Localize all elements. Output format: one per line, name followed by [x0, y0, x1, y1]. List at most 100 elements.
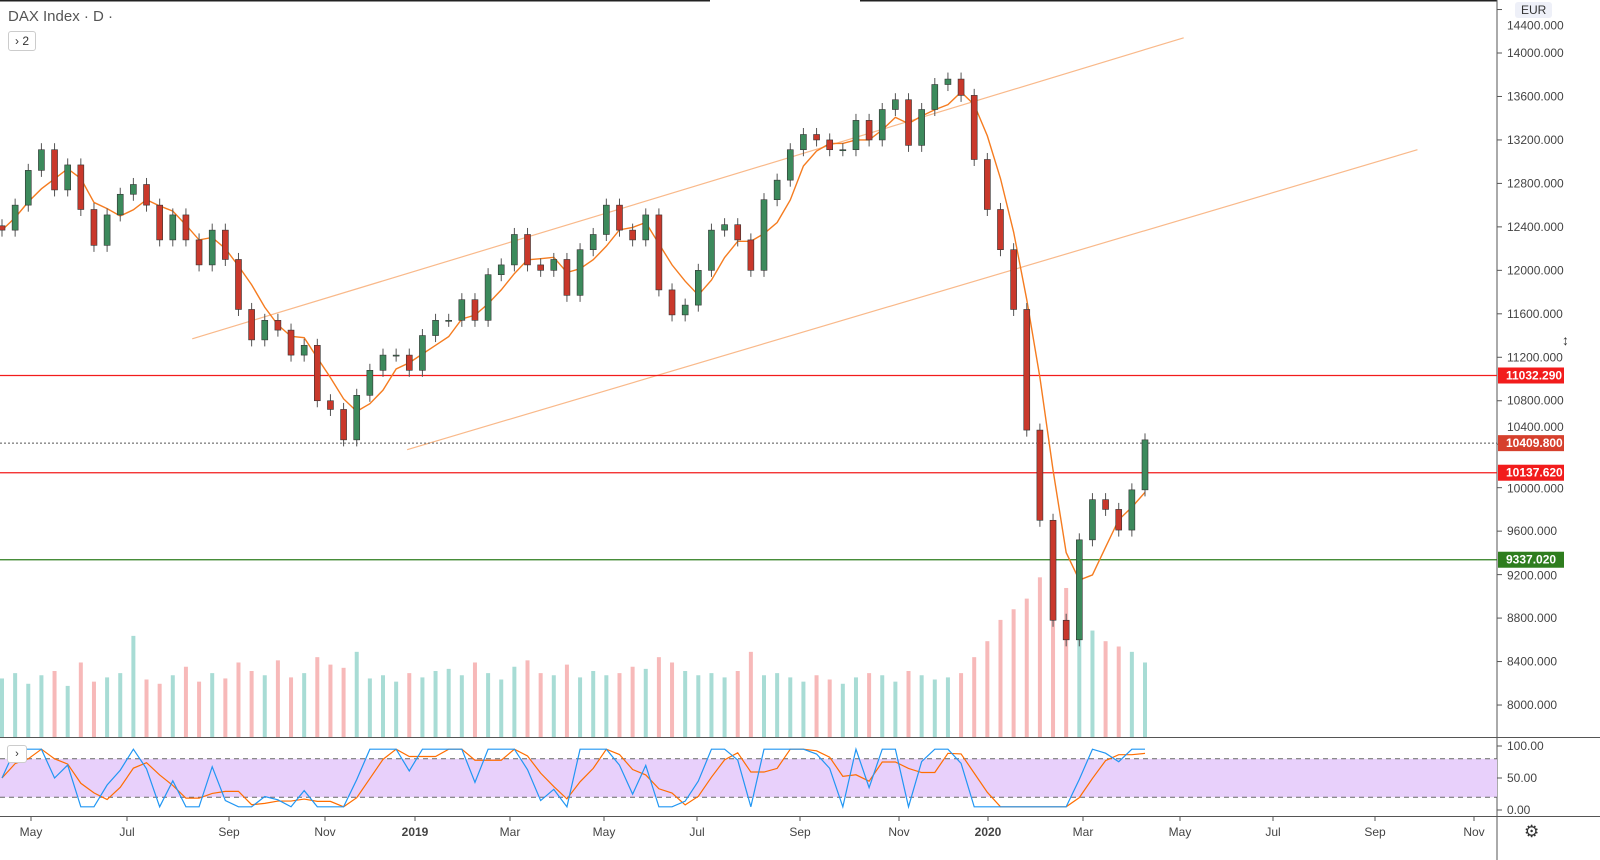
gear-icon[interactable]: ⚙	[1524, 822, 1540, 841]
candle-body	[892, 99, 899, 110]
price-level-label: 10409.800	[1506, 436, 1563, 450]
volume-bar	[564, 664, 569, 737]
volume-bar	[525, 660, 530, 737]
volume-bar	[1064, 587, 1069, 737]
candle-body	[340, 409, 347, 441]
volume-bar	[683, 671, 688, 737]
price-tick-label: 11200.000	[1507, 350, 1563, 364]
candle-body	[1049, 519, 1057, 621]
time-tick-label: Nov	[1463, 825, 1484, 839]
price-tick-label: 14400.000	[1507, 19, 1564, 33]
candle-body	[550, 259, 558, 271]
candle-body	[957, 78, 965, 96]
time-tick-label: May	[20, 825, 43, 839]
time-tick-label: Sep	[789, 825, 811, 839]
candle-body	[695, 270, 702, 306]
volume-bar	[1090, 630, 1095, 737]
candle-body	[235, 259, 242, 310]
price-level-tag	[1498, 435, 1564, 452]
time-tick-label: Sep	[218, 825, 240, 839]
candle-body	[944, 78, 952, 85]
volume-bar	[433, 671, 438, 737]
volume-bar	[289, 677, 294, 737]
candle-body	[379, 354, 387, 371]
volume-bar	[1116, 646, 1121, 737]
candle-body	[1089, 499, 1096, 541]
volume-bar	[486, 673, 491, 737]
candle-body	[708, 229, 715, 271]
volume-bar	[275, 660, 280, 737]
volume-bar	[959, 673, 964, 737]
volume-bar	[814, 675, 819, 737]
volume-bar	[670, 662, 675, 737]
time-tick-label: Sep	[1364, 825, 1386, 839]
volume-bar	[183, 666, 188, 737]
candle-body	[261, 320, 269, 341]
candle-body	[668, 289, 676, 316]
price-level-tag	[1498, 464, 1564, 481]
volume-bar	[407, 673, 412, 737]
volume-bar	[78, 662, 83, 737]
candle-body	[576, 249, 584, 296]
candle-body	[852, 120, 860, 151]
candle-body	[103, 214, 111, 246]
volume-bar	[591, 671, 596, 737]
volume-bar	[1077, 609, 1082, 737]
stoch-tick-label: 100.00	[1507, 739, 1544, 753]
volume-bar	[105, 677, 110, 737]
indicators-collapse-button[interactable]: › 2	[8, 31, 37, 51]
candle-body	[353, 395, 361, 441]
candle-body	[511, 234, 518, 266]
candle-body	[1102, 499, 1109, 510]
time-tick-label: Nov	[314, 825, 335, 839]
currency-badge: EUR	[1515, 2, 1553, 18]
price-tick-label: 13600.000	[1507, 89, 1564, 103]
candle-body	[563, 259, 571, 296]
time-tick-label: 2019	[402, 825, 429, 839]
volume-bar	[315, 657, 320, 737]
volume-bar	[762, 675, 766, 737]
candle-body	[24, 170, 32, 206]
candle-body	[603, 204, 610, 235]
volume-bar	[420, 677, 425, 737]
price-tick-label: 8000.000	[1507, 698, 1557, 712]
candle-body	[77, 164, 85, 210]
candle-body	[826, 139, 833, 151]
volume-bar	[354, 651, 359, 737]
stochastic-toggle-button[interactable]: ›	[7, 745, 27, 763]
chart-title: DAX Index · D ·	[8, 8, 114, 25]
candle-body	[1036, 429, 1044, 521]
volume-bar	[696, 675, 701, 737]
channel-trendline	[406, 149, 1418, 451]
volume-bar	[65, 685, 70, 737]
candle-body	[918, 109, 925, 146]
volume-bar	[919, 675, 924, 737]
price-tick-label: 8800.000	[1507, 611, 1557, 625]
volume-bar	[985, 641, 990, 737]
candle-body	[1010, 249, 1017, 310]
volume-bar	[39, 675, 44, 737]
volume-bar	[998, 619, 1003, 737]
candle-body	[248, 309, 255, 341]
volume-bar	[1051, 572, 1056, 737]
volume-bar	[91, 681, 96, 737]
candle-body	[274, 320, 282, 331]
candle-body	[997, 209, 1004, 250]
candle-body	[314, 345, 321, 402]
volume-bar	[328, 664, 333, 737]
time-tick-label: Nov	[888, 825, 909, 839]
volume-bar	[827, 679, 832, 737]
price-level-tag	[1498, 367, 1564, 384]
volume-bar	[512, 666, 517, 737]
volume-bar	[748, 651, 753, 737]
candle-body	[537, 264, 544, 271]
volume-bar	[0, 678, 4, 737]
candle-body	[524, 234, 531, 266]
price-tick-label: 12000.000	[1507, 263, 1564, 277]
candle-body	[169, 214, 177, 241]
volume-bar	[367, 678, 372, 737]
volume-bar	[1143, 662, 1147, 737]
candle-body	[931, 84, 939, 110]
candle-body	[589, 234, 597, 250]
